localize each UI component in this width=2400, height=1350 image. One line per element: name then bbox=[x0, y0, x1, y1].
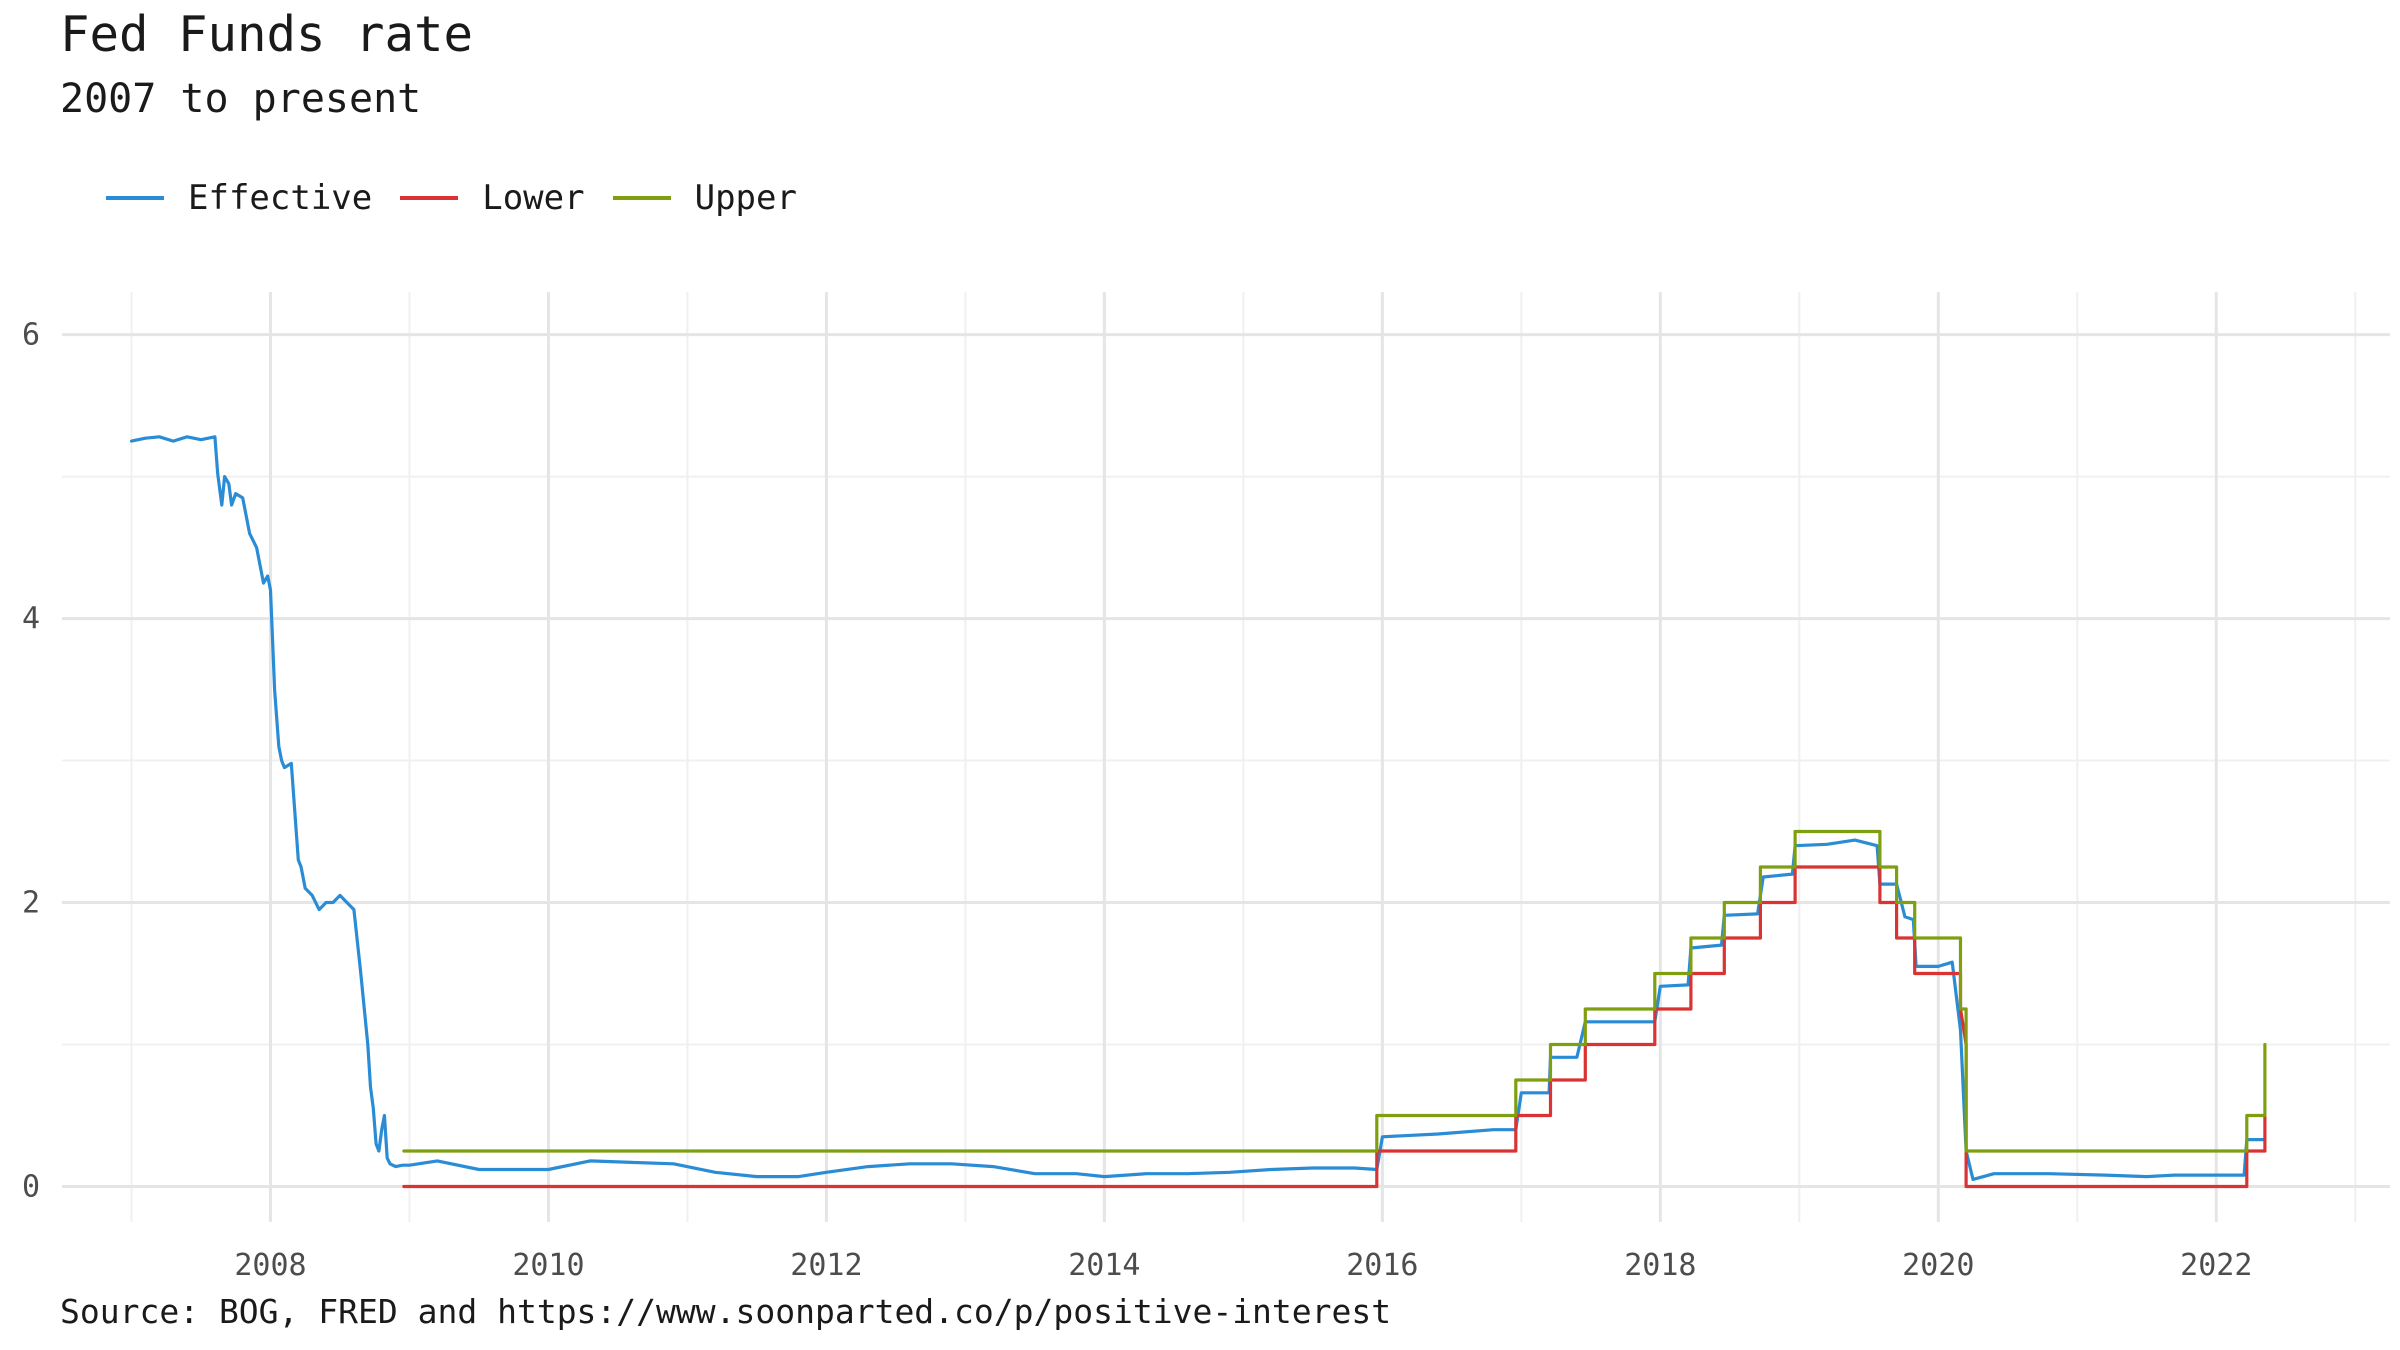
x-tick-label: 2012 bbox=[790, 1248, 862, 1283]
x-tick-label: 2008 bbox=[234, 1248, 306, 1283]
y-tick-label: 4 bbox=[22, 602, 40, 637]
y-tick-label: 6 bbox=[22, 318, 40, 353]
legend-label-lower: Lower bbox=[482, 178, 585, 218]
series-upper-line bbox=[402, 829, 2267, 1153]
y-tick-label: 0 bbox=[22, 1170, 40, 1205]
legend-swatch-effective bbox=[106, 196, 164, 200]
legend-label-upper: Upper bbox=[694, 178, 797, 218]
legend-label-effective: Effective bbox=[188, 178, 373, 218]
series-lower-line bbox=[402, 865, 2267, 1189]
chart-caption: Source: BOG, FRED and https://www.soonpa… bbox=[60, 1292, 1392, 1331]
chart-subtitle: 2007 to present bbox=[60, 76, 422, 122]
series-effective-line bbox=[129, 435, 2267, 1182]
legend-item-effective: Effective bbox=[106, 178, 372, 218]
y-tick-label: 2 bbox=[22, 886, 40, 921]
x-tick-label: 2018 bbox=[1624, 1248, 1696, 1283]
legend-item-lower: Lower bbox=[400, 178, 585, 218]
legend-item-upper: Upper bbox=[612, 178, 797, 218]
x-tick-label: 2010 bbox=[512, 1248, 584, 1283]
legend-swatch-upper bbox=[612, 196, 671, 200]
x-tick-label: 2014 bbox=[1068, 1248, 1140, 1283]
x-tick-label: 2016 bbox=[1346, 1248, 1418, 1283]
chart-legend: Effective Lower Upper bbox=[106, 178, 825, 218]
x-tick-label: 2022 bbox=[2180, 1248, 2252, 1283]
legend-swatch-lower bbox=[400, 196, 459, 200]
x-tick-label: 2020 bbox=[1902, 1248, 1974, 1283]
chart-title: Fed Funds rate bbox=[60, 6, 474, 63]
